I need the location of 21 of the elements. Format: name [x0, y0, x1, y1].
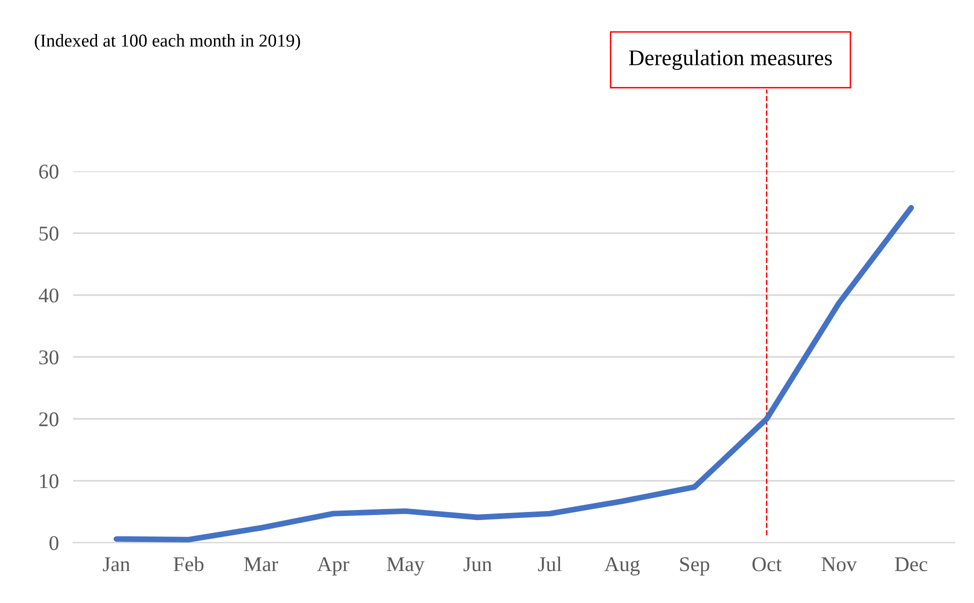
ref-line-label: Deregulation measures [629, 50, 832, 70]
x-tick-label: Dec [894, 557, 928, 572]
x-tick-label: Sep [680, 557, 710, 576]
x-tick-label: Oct [752, 557, 782, 572]
x-tick-label: Jul [538, 556, 562, 572]
y-tick-label: 50 [40, 226, 58, 241]
x-tick-label: Nov [822, 557, 857, 572]
x-tick-label: Aug [604, 557, 640, 576]
y-tick-label: 30 [39, 350, 58, 364]
x-tick-label: Mar [244, 557, 278, 572]
y-tick-label: 60 [39, 164, 58, 179]
x-tick-label: Apr [317, 557, 350, 576]
y-tick-label: 0 [50, 536, 58, 550]
x-tick-label: Jan [102, 557, 130, 572]
y-tick-label: 40 [38, 288, 58, 302]
x-tick-label: Feb [174, 556, 204, 572]
chart-title: (Indexed at 100 each month in 2019) [34, 34, 300, 50]
x-tick-label: May [386, 557, 424, 576]
y-tick-label: 20 [39, 412, 58, 426]
y-tick-label: 10 [40, 474, 58, 488]
x-tick-label: Jun [464, 557, 492, 572]
